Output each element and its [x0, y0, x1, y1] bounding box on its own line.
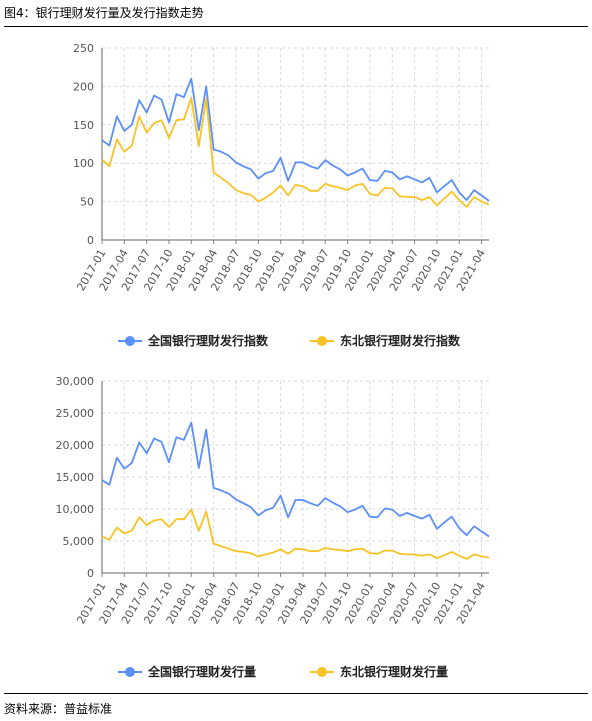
y-tick-label: 5,000	[63, 535, 95, 548]
legend-item-1: 东北银行理财发行量	[310, 664, 448, 679]
y-tick-label: 10,000	[56, 503, 95, 516]
series-1	[101, 97, 490, 208]
series-0	[101, 77, 490, 202]
legend-item-1: 东北银行理财发行指数	[310, 333, 461, 348]
series-line	[101, 508, 490, 560]
top-rule	[4, 26, 588, 27]
y-tick-label: 25,000	[56, 407, 95, 420]
y-tick-label: 250	[73, 42, 94, 55]
issuance-volume-chart: 05,00010,00015,00020,00025,00030,0002017…	[56, 375, 490, 679]
series-line	[101, 421, 490, 538]
y-tick-label: 30,000	[56, 375, 95, 388]
legend-label: 东北银行理财发行量	[340, 664, 448, 679]
y-tick-label: 0	[87, 234, 94, 247]
legend-marker	[317, 336, 327, 346]
legend-label: 东北银行理财发行指数	[340, 333, 461, 348]
series-0	[101, 421, 490, 538]
legend-label: 全国银行理财发行量	[147, 664, 256, 679]
issuance-index-chart: 0501001502002502017-012017-042017-072017…	[73, 42, 490, 348]
bottom-rule	[4, 693, 588, 694]
figure-title: 图4：银行理财发行量及发行指数走势	[4, 6, 204, 20]
source-note: 资料来源：普益标准	[4, 702, 113, 716]
legend-marker	[125, 336, 135, 346]
y-tick-label: 20,000	[56, 439, 95, 452]
legend-item-0: 全国银行理财发行指数	[118, 333, 269, 348]
y-tick-label: 50	[80, 196, 94, 209]
series-1	[101, 508, 490, 560]
legend-label: 全国银行理财发行指数	[147, 333, 269, 348]
y-tick-label: 150	[73, 119, 94, 132]
y-tick-label: 100	[73, 157, 94, 170]
series-line	[101, 77, 490, 202]
y-tick-label: 0	[87, 567, 94, 580]
series-line	[101, 97, 490, 208]
legend-marker	[317, 667, 327, 677]
y-tick-label: 15,000	[56, 471, 95, 484]
legend-item-0: 全国银行理财发行量	[118, 664, 256, 679]
legend-marker	[125, 667, 135, 677]
y-tick-label: 200	[73, 80, 94, 93]
